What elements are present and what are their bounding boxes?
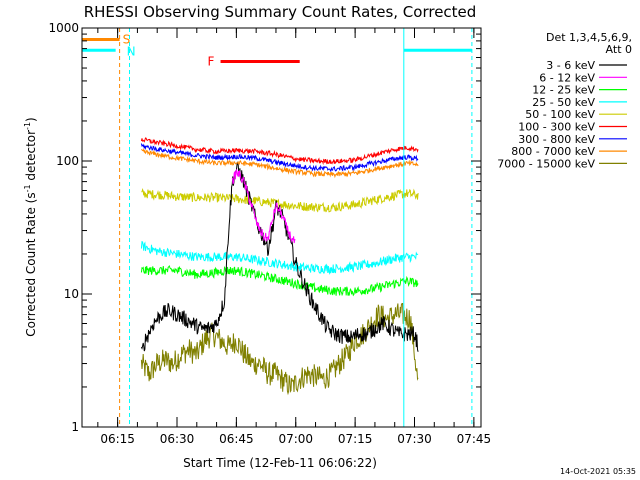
legend-label-6-12-kev: 6 - 12 keV bbox=[539, 71, 595, 84]
legend-label-50-100-kev: 50 - 100 keV bbox=[525, 108, 595, 121]
y-axis-label: Corrected Count Rate (s-1 detector-1) bbox=[23, 117, 38, 336]
legend-label-100-300-kev: 100 - 300 keV bbox=[518, 121, 595, 134]
legend-label-3-6-kev: 3 - 6 keV bbox=[546, 59, 595, 72]
f-label: F bbox=[208, 54, 215, 68]
series-line-12-25-kev bbox=[140, 264, 419, 297]
legend-label-800-7000-kev: 800 - 7000 keV bbox=[511, 145, 595, 158]
chart-title: RHESSI Observing Summary Count Rates, Co… bbox=[84, 3, 477, 21]
plot-area bbox=[140, 137, 419, 396]
footer-date: 14-Oct-2021 05:35 bbox=[560, 467, 636, 476]
x-tick-label: 06:30 bbox=[160, 432, 195, 446]
n-label: N bbox=[127, 44, 136, 58]
x-tick-label: 07:00 bbox=[278, 432, 313, 446]
y-label-superscript: -1 bbox=[23, 184, 32, 192]
series-line-100-300-kev bbox=[140, 137, 419, 166]
series-line-3-6-kev bbox=[140, 161, 419, 352]
y-tick-label: 10 bbox=[64, 287, 79, 301]
x-tick-label: 07:30 bbox=[397, 432, 432, 446]
x-tick-label: 06:45 bbox=[219, 432, 254, 446]
legend-label-300-800-kev: 300 - 800 keV bbox=[518, 133, 595, 146]
y-tick-label: 1000 bbox=[48, 21, 79, 35]
y-axis: 1 10 100 1000 bbox=[48, 21, 481, 434]
plot-frame bbox=[81, 27, 482, 428]
y-label-superscript: -1 bbox=[23, 122, 32, 130]
x-axis: 06:15 06:30 06:45 07:00 07:15 07:30 07:45 bbox=[97, 28, 492, 446]
x-tick-label: 07:45 bbox=[457, 432, 492, 446]
legend-label-12-25-kev: 12 - 25 keV bbox=[532, 84, 595, 97]
legend-header-line2: Att 0 bbox=[606, 43, 632, 56]
x-axis-label: Start Time (12-Feb-11 06:06:22) bbox=[183, 456, 377, 470]
y-label-part: detector bbox=[24, 130, 38, 185]
legend-header-line1: Det 1,3,4,5,6,9, bbox=[546, 31, 632, 44]
y-tick-label: 100 bbox=[56, 154, 79, 168]
legend-label-25-50-kev: 25 - 50 keV bbox=[532, 96, 595, 109]
y-tick-label: 1 bbox=[71, 420, 79, 434]
s-label: S bbox=[123, 32, 131, 46]
x-tick-label: 06:15 bbox=[100, 432, 135, 446]
x-tick-label: 07:15 bbox=[338, 432, 373, 446]
series-line-300-800-kev bbox=[140, 143, 419, 173]
series-line-800-7000-kev bbox=[141, 148, 419, 179]
y-label-part: Corrected Count Rate (s bbox=[24, 192, 38, 336]
series-line-6-12-kev bbox=[231, 169, 296, 244]
series-line-25-50-kev bbox=[140, 240, 419, 275]
legend-label-7000-15000-kev: 7000 - 15000 keV bbox=[497, 157, 595, 170]
y-label-part: ) bbox=[24, 117, 38, 122]
